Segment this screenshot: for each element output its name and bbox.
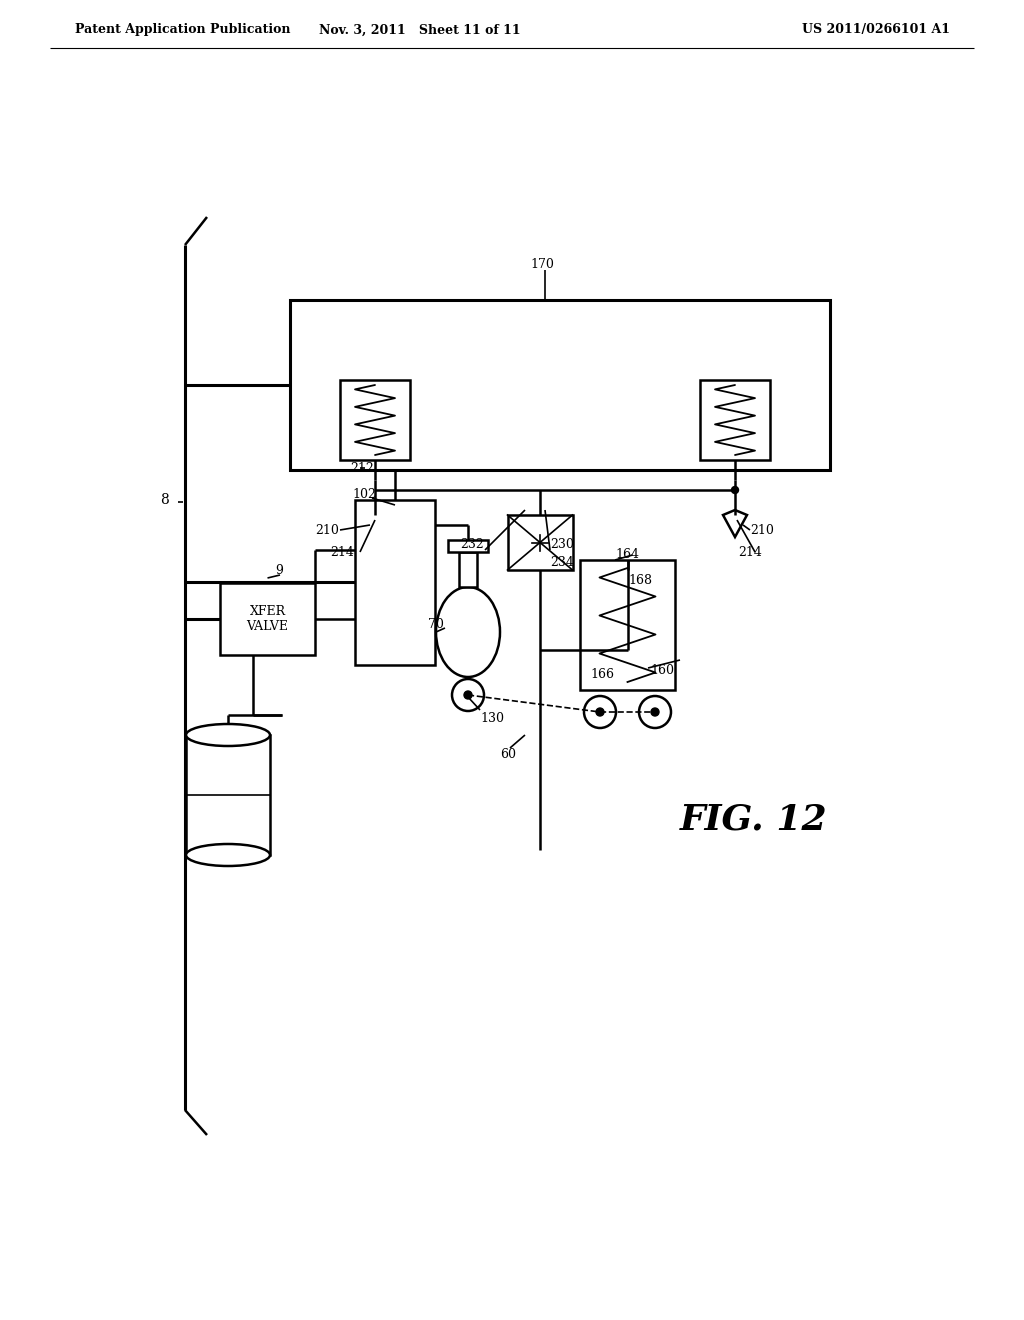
Bar bbox=[340, 380, 410, 459]
Text: Patent Application Publication: Patent Application Publication bbox=[75, 24, 291, 37]
Circle shape bbox=[464, 690, 472, 700]
Text: 166: 166 bbox=[590, 668, 614, 681]
Text: 9: 9 bbox=[275, 564, 283, 577]
Circle shape bbox=[651, 708, 659, 715]
Ellipse shape bbox=[186, 723, 270, 746]
Text: 214: 214 bbox=[330, 545, 354, 558]
Text: 230: 230 bbox=[550, 539, 573, 552]
Text: 160: 160 bbox=[650, 664, 674, 676]
Bar bbox=[580, 560, 675, 690]
Text: 214: 214 bbox=[738, 545, 762, 558]
Text: 130: 130 bbox=[480, 711, 504, 725]
Bar bbox=[220, 583, 315, 655]
Text: 70: 70 bbox=[428, 619, 443, 631]
Text: Nov. 3, 2011   Sheet 11 of 11: Nov. 3, 2011 Sheet 11 of 11 bbox=[319, 24, 521, 37]
Text: 60: 60 bbox=[500, 748, 516, 762]
Text: XFER
VALVE: XFER VALVE bbox=[247, 605, 289, 634]
Text: 8: 8 bbox=[160, 492, 169, 507]
Bar bbox=[700, 380, 770, 459]
Text: 168: 168 bbox=[628, 573, 652, 586]
Bar bbox=[355, 500, 435, 665]
Bar bbox=[186, 735, 270, 855]
Bar bbox=[290, 300, 830, 470]
Ellipse shape bbox=[186, 843, 270, 866]
Text: 212: 212 bbox=[350, 462, 374, 474]
Text: 210: 210 bbox=[315, 524, 339, 536]
Text: 234: 234 bbox=[550, 557, 573, 569]
Text: 210: 210 bbox=[750, 524, 774, 536]
Bar bbox=[459, 552, 477, 587]
Text: 164: 164 bbox=[615, 549, 639, 561]
Bar bbox=[508, 515, 572, 570]
Bar bbox=[447, 540, 488, 552]
Circle shape bbox=[596, 708, 604, 715]
Circle shape bbox=[731, 487, 738, 494]
Text: FIG. 12: FIG. 12 bbox=[680, 803, 827, 837]
Polygon shape bbox=[723, 510, 746, 537]
Text: US 2011/0266101 A1: US 2011/0266101 A1 bbox=[802, 24, 950, 37]
Text: 102: 102 bbox=[352, 488, 376, 502]
Polygon shape bbox=[362, 510, 387, 537]
Text: 170: 170 bbox=[530, 259, 554, 272]
Text: 232: 232 bbox=[460, 539, 483, 552]
Ellipse shape bbox=[436, 587, 500, 677]
